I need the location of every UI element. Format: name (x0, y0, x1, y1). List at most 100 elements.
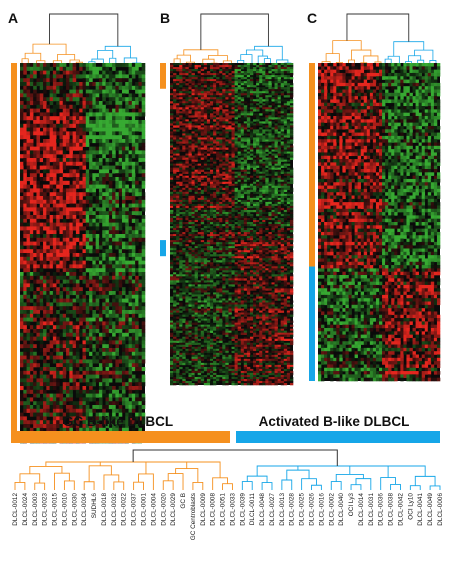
heatmap-cell (112, 367, 116, 372)
heatmap-cell (72, 298, 77, 303)
heatmap-cell (89, 161, 93, 166)
heatmap-cell (108, 321, 113, 326)
heatmap-cell (56, 63, 60, 68)
heatmap-cell (23, 169, 27, 174)
heatmap-cell (82, 340, 87, 345)
heatmap-cell (271, 155, 275, 158)
heatmap-cell (89, 416, 93, 421)
heatmap-cell (39, 192, 44, 197)
heatmap-cell (246, 103, 251, 106)
heatmap-cell (75, 412, 80, 417)
heatmap-cell (231, 75, 235, 78)
heatmap-cell (271, 167, 275, 170)
heatmap-cell (256, 145, 260, 148)
heatmap-cell (228, 133, 232, 136)
heatmap-cell (216, 75, 220, 78)
heatmap-cell (219, 111, 223, 114)
heatmap-cell (280, 137, 285, 140)
heatmap-cell (256, 91, 260, 94)
heatmap-cell (286, 99, 291, 102)
heatmap-cell (173, 71, 177, 74)
heatmap-cell (20, 97, 24, 102)
heatmap-cell (75, 85, 80, 90)
heatmap-cell (89, 93, 93, 98)
heatmap-cell (29, 161, 34, 166)
heatmap-cell (82, 188, 87, 193)
heatmap-cell (66, 82, 70, 87)
heatmap-cell (26, 405, 31, 410)
heatmap-cell (141, 123, 146, 128)
heatmap-cell (62, 70, 67, 75)
heatmap-cell (118, 306, 123, 311)
heatmap-cell (79, 317, 83, 322)
heatmap-cell (170, 147, 174, 150)
dendrogram-branch (97, 50, 114, 60)
heatmap-cell (56, 131, 60, 136)
heatmap-cell (173, 153, 177, 156)
heatmap-cell (72, 66, 77, 71)
heatmap-cell (231, 67, 235, 70)
heatmap-cell (188, 103, 192, 106)
heatmap-cell (182, 141, 186, 144)
heatmap-cell (262, 111, 266, 114)
heatmap-cell (39, 230, 44, 235)
heatmap-cell (26, 332, 31, 337)
heatmap-cell (131, 120, 136, 125)
heatmap-cell (268, 145, 272, 148)
heatmap-cell (39, 367, 44, 372)
heatmap-cell (112, 427, 116, 432)
heatmap-cell (39, 158, 44, 163)
heatmap-cell (23, 241, 27, 246)
heatmap-cell (286, 155, 291, 158)
heatmap-cell (39, 177, 44, 182)
heatmap-cell (36, 355, 41, 360)
heatmap-cell (138, 89, 143, 94)
heatmap-cell (206, 79, 211, 82)
heatmap-cell (262, 137, 266, 140)
heatmap-cell (225, 83, 229, 86)
heatmap-cell (135, 85, 139, 90)
heatmap-cell (219, 167, 223, 170)
heatmap-cell (265, 145, 269, 148)
heatmap-cell (66, 310, 70, 315)
heatmap-cell (125, 63, 129, 68)
heatmap-cell (66, 424, 70, 429)
heatmap-cell (135, 397, 139, 402)
heatmap-cell (240, 65, 245, 68)
heatmap-cell (289, 135, 294, 138)
heatmap-cell (138, 279, 143, 284)
heatmap-cell (20, 378, 24, 383)
heatmap-cell (79, 291, 83, 296)
heatmap-cell (112, 272, 116, 277)
heatmap-cell (141, 336, 146, 341)
heatmap-cell (33, 351, 37, 356)
heatmap-cell (43, 203, 47, 208)
heatmap-cell (216, 167, 220, 170)
heatmap-cell (115, 294, 119, 299)
heatmap-cell (49, 139, 54, 144)
heatmap-cell (98, 82, 103, 87)
heatmap-cell (283, 87, 288, 90)
heatmap-cell (92, 325, 96, 330)
heatmap-cell (176, 81, 180, 84)
heatmap-cell (280, 125, 285, 128)
heatmap-cell (29, 226, 34, 231)
heatmap-cell (43, 226, 47, 231)
heatmap-cell (29, 408, 34, 413)
heatmap-cell (56, 340, 60, 345)
heatmap-cell (56, 310, 60, 315)
heatmap-cell (26, 108, 31, 113)
heatmap-cell (66, 245, 70, 250)
heatmap-cell (105, 196, 110, 201)
heatmap-cell (131, 184, 136, 189)
heatmap-cell (95, 268, 100, 273)
heatmap-cell (59, 199, 64, 204)
heatmap-cell (29, 283, 34, 288)
heatmap-cell (108, 123, 113, 128)
heatmap-cell (262, 131, 266, 134)
heatmap-cell (59, 211, 64, 216)
heatmap-cell (52, 348, 57, 353)
heatmap-cell (59, 264, 64, 269)
heatmap-cell (108, 310, 113, 315)
heatmap-cell (121, 355, 126, 360)
